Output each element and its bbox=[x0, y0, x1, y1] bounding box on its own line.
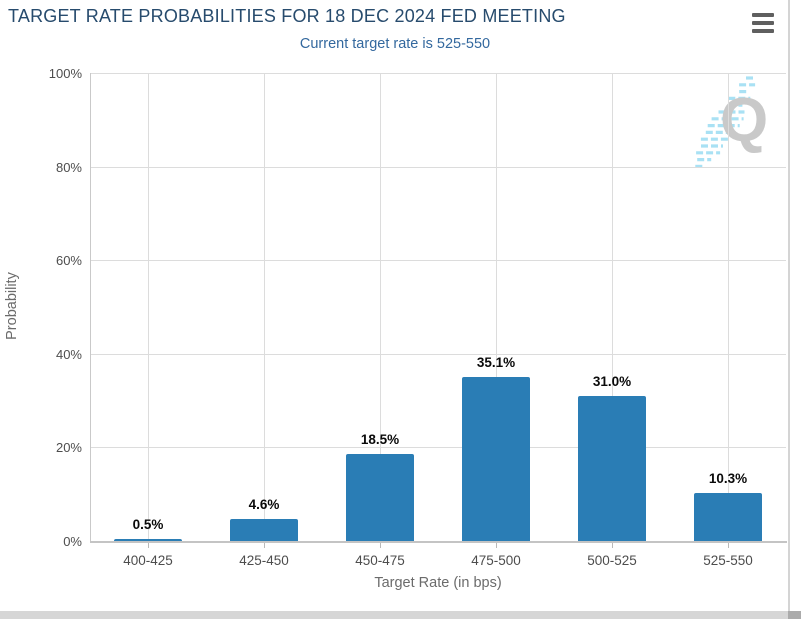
chart-container: TARGET RATE PROBABILITIES FOR 18 DEC 202… bbox=[4, 0, 790, 612]
y-gridline bbox=[90, 353, 786, 355]
bar-data-label: 0.5% bbox=[132, 516, 164, 532]
y-tick-label: 60% bbox=[55, 253, 82, 269]
y-tick-label: 20% bbox=[55, 440, 82, 456]
x-axis-tick bbox=[612, 543, 613, 548]
x-axis-tick bbox=[728, 543, 729, 548]
x-gridline bbox=[496, 73, 497, 541]
x-tick-label: 450-475 bbox=[355, 553, 405, 568]
bar-data-label: 4.6% bbox=[248, 497, 280, 513]
bar-data-label: 18.5% bbox=[360, 432, 400, 448]
x-axis-line bbox=[90, 541, 787, 543]
x-gridline bbox=[148, 73, 149, 541]
x-tick-label: 500-525 bbox=[587, 553, 637, 568]
x-tick-label: 475-500 bbox=[471, 553, 521, 568]
bar[interactable] bbox=[230, 519, 298, 541]
y-tick-label: 80% bbox=[55, 159, 82, 175]
x-axis-tick bbox=[264, 543, 265, 548]
bar[interactable] bbox=[578, 395, 646, 541]
x-gridline bbox=[380, 73, 381, 541]
bar[interactable] bbox=[346, 454, 414, 541]
bar[interactable] bbox=[694, 492, 762, 541]
bar-data-label: 35.1% bbox=[476, 354, 516, 370]
x-tick-label: 400-425 bbox=[123, 553, 173, 568]
hamburger-icon bbox=[752, 21, 774, 25]
x-tick-label: 525-550 bbox=[703, 553, 753, 568]
x-gridline bbox=[728, 73, 729, 541]
y-gridline bbox=[90, 447, 786, 449]
horizontal-scrollbar-track[interactable] bbox=[0, 611, 801, 619]
hamburger-icon bbox=[752, 29, 774, 33]
scrollbar-corner[interactable] bbox=[788, 611, 801, 619]
x-axis-tick bbox=[380, 543, 381, 548]
y-axis-title: Probability bbox=[4, 272, 20, 340]
bar-data-label: 10.3% bbox=[708, 470, 748, 486]
x-gridline bbox=[612, 73, 613, 541]
y-tick-label: 40% bbox=[55, 346, 82, 362]
chart-subtitle: Current target rate is 525-550 bbox=[299, 36, 491, 52]
bar-data-label: 31.0% bbox=[592, 373, 632, 389]
y-gridline bbox=[90, 260, 786, 262]
y-tick-label: 100% bbox=[48, 66, 82, 81]
x-axis-title: Target Rate (in bps) bbox=[374, 575, 502, 591]
chart-title: TARGET RATE PROBABILITIES FOR 18 DEC 202… bbox=[8, 6, 566, 26]
y-gridline bbox=[90, 166, 786, 168]
y-tick-label: 0% bbox=[63, 534, 82, 549]
x-axis-tick bbox=[148, 543, 149, 548]
x-gridline bbox=[264, 73, 265, 541]
bar[interactable] bbox=[462, 376, 530, 541]
y-axis-line bbox=[90, 73, 91, 541]
x-axis-tick bbox=[496, 543, 497, 548]
bar[interactable] bbox=[114, 538, 182, 541]
chart-context-menu-button[interactable] bbox=[752, 13, 776, 33]
x-tick-label: 425-450 bbox=[239, 553, 289, 568]
quikstrike-q-logo: Q bbox=[690, 72, 790, 177]
hamburger-icon bbox=[752, 13, 774, 17]
watermark-dashes-icon bbox=[695, 76, 756, 169]
y-gridline bbox=[90, 73, 786, 74]
